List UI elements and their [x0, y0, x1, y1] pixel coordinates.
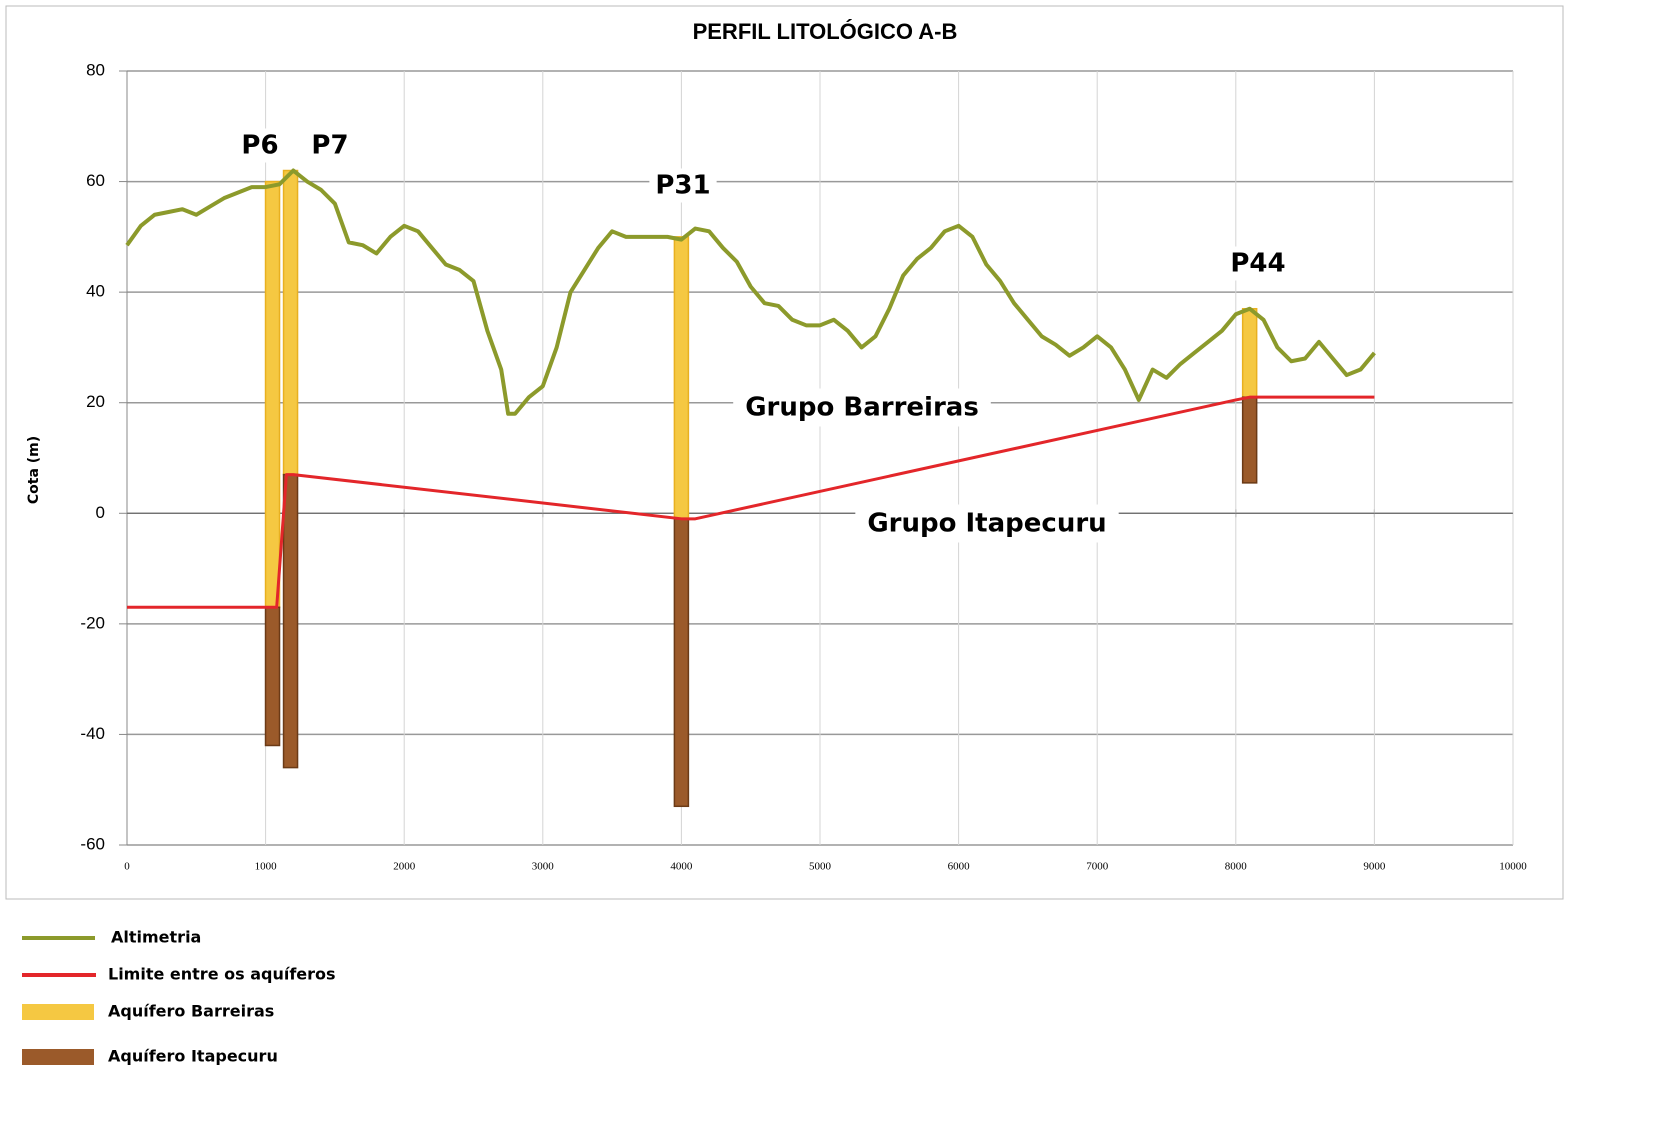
x-tick-label: 6000: [948, 861, 971, 873]
y-tick-label: 20: [86, 392, 105, 411]
well-interval: [673, 518, 690, 808]
well-interval: [673, 236, 690, 520]
y-tick-label: -40: [80, 724, 105, 743]
chart-frame: [5, 5, 1564, 900]
y-tick-label: 80: [86, 60, 105, 79]
label-background: [855, 504, 1119, 543]
series-line: [125, 168, 1376, 416]
x-tick-label: 8000: [1225, 861, 1248, 873]
x-tick-label: 10000: [1499, 861, 1527, 873]
well-interval: [264, 180, 281, 609]
well-interval: [282, 169, 299, 476]
label-background: [235, 128, 285, 163]
legend-swatch: [22, 1004, 94, 1020]
well-interval: [264, 606, 281, 747]
y-tick-label: -60: [80, 834, 105, 853]
well-label: P31: [655, 171, 710, 201]
series-line: [127, 395, 1375, 609]
legend-label: Aquífero Itapecuru: [108, 1047, 278, 1066]
well-interval: [282, 473, 299, 769]
y-tick-label: 60: [86, 171, 105, 190]
x-tick-label: 5000: [809, 861, 832, 873]
label-background: [649, 168, 717, 203]
chart-title: PERFIL LITOLÓGICO A-B: [693, 19, 958, 44]
x-tick-label: 1000: [255, 861, 278, 873]
well-interval: [1241, 307, 1258, 398]
y-tick-label: -20: [80, 613, 105, 632]
x-tick-label: 4000: [670, 861, 693, 873]
x-tick-label: 0: [124, 861, 130, 873]
legend-label: Altimetria: [111, 928, 201, 947]
x-tick-label: 3000: [532, 861, 555, 873]
annotation: Grupo Itapecuru: [867, 509, 1106, 539]
well-label: P7: [311, 131, 348, 161]
y-tick-label: 0: [96, 503, 105, 522]
legend-label: Limite entre os aquíferos: [108, 965, 336, 984]
x-tick-label: 9000: [1363, 861, 1386, 873]
well-label: P6: [241, 131, 278, 161]
x-tick-label: 2000: [393, 861, 416, 873]
y-axis-label: Cota (m): [26, 436, 42, 504]
legend-label: Aquífero Barreiras: [108, 1002, 274, 1021]
y-tick-label: 40: [86, 282, 105, 301]
label-background: [305, 128, 355, 163]
label-background: [733, 388, 991, 427]
well-label: P44: [1230, 249, 1285, 279]
annotation: Grupo Barreiras: [745, 393, 979, 423]
x-tick-label: 7000: [1086, 861, 1109, 873]
legend-swatch: [22, 1049, 94, 1065]
well-interval: [1241, 396, 1258, 484]
label-background: [1224, 246, 1292, 281]
